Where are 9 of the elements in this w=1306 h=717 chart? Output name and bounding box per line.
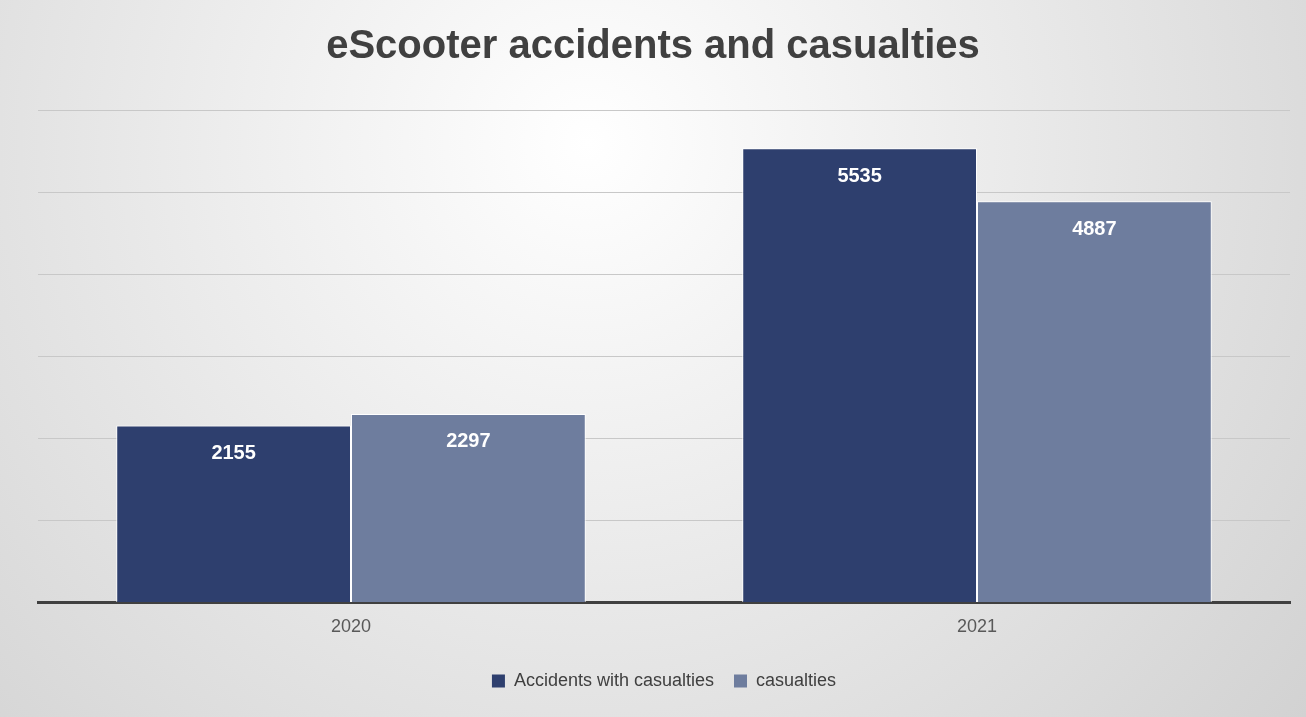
x-tick-label: 2020 [330,616,372,637]
x-tick-label: 2021 [956,616,998,637]
chart-title: eScooter accidents and casualties [325,22,981,67]
legend-label: casualties [756,669,837,690]
data-label: 4887 [1072,216,1117,239]
data-label: 2297 [446,429,491,452]
legend-label: Accidents with casualties [513,669,715,690]
data-label: 5535 [837,163,882,186]
data-label: 2155 [211,441,256,464]
